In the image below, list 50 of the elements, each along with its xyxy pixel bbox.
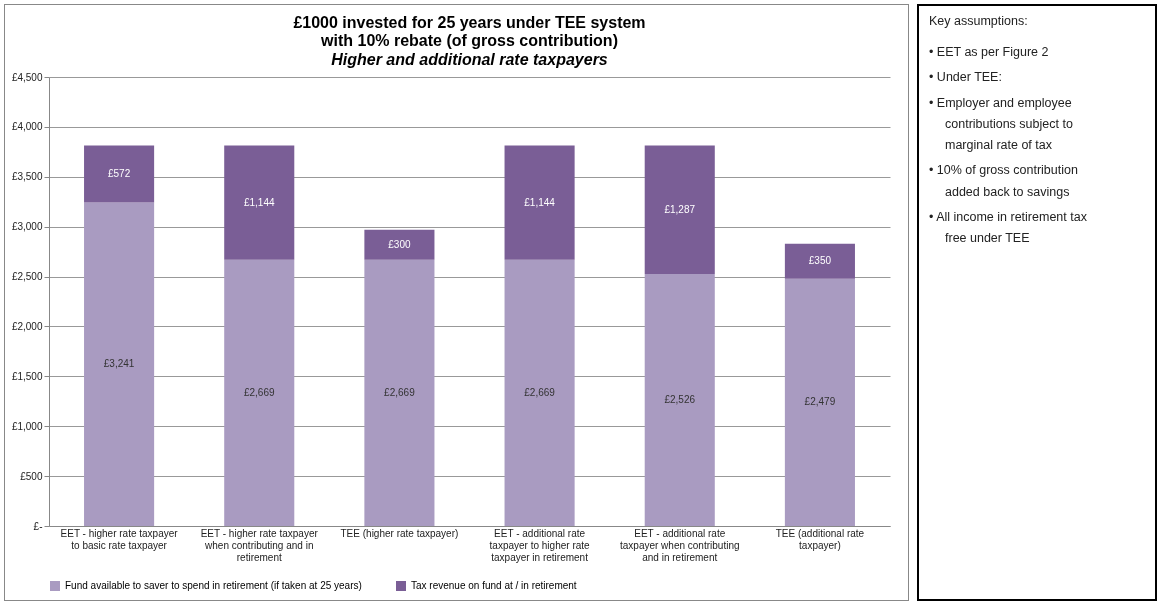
bar	[784, 243, 855, 279]
bar	[364, 229, 435, 260]
bar	[224, 259, 295, 526]
data-label: £1,287	[664, 203, 696, 215]
bar	[84, 202, 155, 526]
y-tick-label: £1,500	[11, 370, 43, 382]
bar	[644, 145, 715, 274]
bar	[224, 145, 295, 260]
y-tick-label: £2,500	[11, 271, 43, 283]
data-label: £300	[388, 238, 411, 250]
y-tick-label: £-	[33, 520, 43, 532]
x-tick-label: TEE (additional rate taxpayer)	[775, 527, 865, 551]
legend-label: Fund available to saver to spend in retirement (if taken at 25 years)	[65, 580, 362, 591]
chart-subtitle: Higher and additional rate taxpayers	[331, 51, 608, 68]
bar	[504, 145, 575, 260]
text: • EET as per Figure 2	[929, 44, 1050, 61]
x-tick-label: EET - additional rate taxpayer when contributing and in retirement	[619, 527, 740, 563]
x-tick-label: EET - additional rate taxpayer to higher rate taxpayer in retirement	[489, 527, 591, 563]
data-label: £350	[808, 255, 832, 267]
x-tick-label: EET - higher rate taxpayer to basic rate taxpayer	[60, 527, 179, 551]
data-label: £1,144	[524, 196, 556, 208]
data-label: £1,144	[243, 196, 275, 208]
text: • Employer and employee contributions subject to marginal rate of tax	[929, 94, 1074, 154]
data-label: £3,241	[103, 358, 135, 370]
text: Key assumptions:	[929, 14, 1029, 28]
y-tick-label: £2,000	[11, 320, 43, 332]
y-tick-label: £4,000	[11, 121, 43, 133]
text: • Under TEE:	[929, 69, 1003, 87]
bar	[364, 259, 435, 526]
chart-title: £1000 invested for 25 years under TEE system with 10% rebate (of gross contribution)	[293, 14, 646, 49]
data-label: £572	[107, 168, 131, 180]
bar	[784, 278, 855, 526]
data-label: £2,669	[243, 386, 275, 398]
y-tick-label: £3,000	[11, 221, 43, 233]
text: • All income in retirement tax free under TEE	[929, 208, 1088, 247]
bar	[644, 273, 715, 526]
data-label: £2,526	[664, 393, 696, 405]
bar	[504, 259, 575, 526]
legend-label: Tax revenue on fund at / in retirement	[411, 580, 577, 591]
text: • 10% of gross contribution added back to savings	[929, 162, 1079, 201]
y-tick-label: £3,500	[11, 171, 43, 183]
y-tick-label: £500	[20, 470, 43, 482]
data-label: £2,479	[804, 396, 836, 408]
y-tick-label: £1,000	[11, 420, 43, 432]
data-label: £2,669	[524, 386, 556, 398]
bar	[84, 145, 155, 203]
x-tick-label: TEE (higher rate taxpayer)	[340, 527, 459, 539]
data-label: £2,669	[384, 386, 416, 398]
y-tick-label: £4,500	[11, 71, 43, 83]
x-tick-label: EET - higher rate taxpayer when contributing and in retirement	[200, 527, 319, 563]
